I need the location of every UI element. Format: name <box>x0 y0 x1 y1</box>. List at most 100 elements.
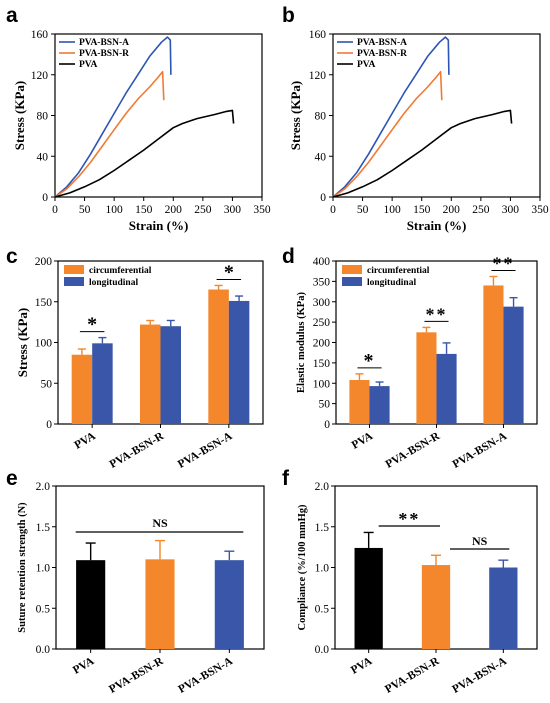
significance-mark: ** <box>398 509 420 529</box>
bar-circumferential <box>416 332 437 424</box>
significance-mark: NS <box>152 516 168 530</box>
x-tick-label: 200 <box>443 204 461 216</box>
y-tick-label: 200 <box>35 256 53 268</box>
legend-swatch <box>64 277 84 286</box>
y-axis-label: Compliance (%/100 mmHg) <box>297 504 308 630</box>
y-tick-label: 1.5 <box>36 522 51 534</box>
x-category-label: PVA <box>72 430 98 452</box>
y-axis-label: Suture retention strength (N) <box>17 502 28 633</box>
bar-longitudinal <box>436 353 457 424</box>
y-tick-label: 160 <box>31 29 49 41</box>
legend-label: longitudinal <box>367 278 416 288</box>
x-tick-label: 200 <box>165 204 183 216</box>
chart-d: 0 50 100 150 200 250 300 350 400 Elastic modulus … <box>296 253 538 471</box>
series-line-pva-bsn-a <box>54 36 172 198</box>
y-tick-label: 1.0 <box>315 563 330 575</box>
series-line-pva-bsn-r <box>54 70 165 198</box>
y-axis-label: Elastic modulus (KPa) <box>296 292 307 393</box>
y-tick-label: 0 <box>46 419 52 431</box>
x-category-label: PVA-BSN-A <box>176 430 235 471</box>
series-line-pva <box>332 109 513 198</box>
y-tick-label: 0 <box>320 192 326 204</box>
x-tick-label: 50 <box>79 204 91 216</box>
x-category-label: PVA-BSN-R <box>384 430 443 471</box>
bar-circumferential <box>349 379 370 424</box>
y-tick-label: 250 <box>313 317 331 329</box>
legend-label: longitudinal <box>89 278 138 288</box>
legend-label: PVA-BSN-A <box>79 38 129 48</box>
x-tick-label: 250 <box>472 204 490 216</box>
x-axis-label: Strain (%) <box>129 218 189 233</box>
y-tick-label: 400 <box>313 256 331 268</box>
y-tick-label: 100 <box>313 378 331 390</box>
y-tick-label: 0.5 <box>315 603 330 615</box>
panel-label-d: d <box>282 245 295 268</box>
y-tick-label: 0.0 <box>315 644 330 656</box>
chart-c: 0 50 100 150 200 Stress (KPa) PVA * PVA-BSN-R PVA… <box>15 256 264 471</box>
y-tick-label: 0.0 <box>36 644 51 656</box>
x-category-label: PVA-BSN-R <box>107 655 166 696</box>
y-tick-label: 350 <box>313 276 331 288</box>
bar-pva-bsn-a <box>489 567 518 649</box>
y-tick-label: 120 <box>31 70 49 82</box>
x-tick-label: 100 <box>384 204 402 216</box>
y-tick-label: 40 <box>315 151 327 163</box>
legend-swatch <box>342 277 362 286</box>
x-category-label: PVA-BSN-A <box>451 430 510 471</box>
y-tick-label: 0.5 <box>36 603 51 615</box>
panel-label-e: e <box>6 467 18 490</box>
bar-longitudinal <box>92 343 113 424</box>
y-axis-label: Stress (KPa) <box>15 308 30 377</box>
x-tick-label: 300 <box>224 204 242 216</box>
bar-circumferential <box>140 324 161 424</box>
series-line-pva-bsn-a <box>332 36 450 198</box>
x-tick-label: 100 <box>106 204 124 216</box>
y-tick-label: 150 <box>313 358 331 370</box>
y-axis-label: Stress (KPa) <box>12 81 27 150</box>
x-category-label: PVA <box>71 655 97 677</box>
legend-swatch <box>342 265 362 274</box>
legend-swatch <box>64 265 84 274</box>
x-category-label: PVA-BSN-R <box>108 430 167 471</box>
panel-label-a: a <box>6 4 18 27</box>
y-tick-label: 160 <box>309 29 327 41</box>
y-tick-label: 2.0 <box>315 481 330 493</box>
y-tick-label: 100 <box>35 338 53 350</box>
y-tick-label: 120 <box>309 70 327 82</box>
y-tick-label: 0 <box>324 419 330 431</box>
chart-f: 0.0 0.5 1.0 1.5 2.0 Compliance (%/100 mmHg) PV… <box>297 481 538 696</box>
bar-longitudinal <box>228 300 250 424</box>
x-category-label: PVA <box>350 430 376 452</box>
chart-b: 0 50 100 150 200 250 300 350 0 40 80 120 160 Strain (… <box>288 29 549 233</box>
x-tick-label: 0 <box>330 204 336 216</box>
x-category-label: PVA-BSN-A <box>450 655 509 696</box>
bar-longitudinal <box>503 306 524 424</box>
legend-label: PVA <box>79 60 97 70</box>
legend-label: PVA-BSN-A <box>357 38 407 48</box>
x-category-label: PVA-BSN-R <box>383 655 442 696</box>
y-tick-label: 50 <box>41 378 53 390</box>
bar-pva-bsn-r <box>421 565 451 649</box>
series-line-pva-bsn-r <box>332 70 443 198</box>
series-line-pva <box>54 109 235 198</box>
y-tick-label: 80 <box>37 111 49 123</box>
significance-mark: * <box>224 261 234 283</box>
significance-mark: * <box>87 314 97 336</box>
y-tick-label: 150 <box>35 297 53 309</box>
y-tick-label: 1.0 <box>36 563 51 575</box>
x-tick-label: 50 <box>357 204 369 216</box>
bar-pva-bsn-r <box>145 559 175 649</box>
bar-longitudinal <box>160 326 181 424</box>
y-tick-label: 300 <box>313 297 331 309</box>
y-tick-label: 200 <box>313 338 331 350</box>
x-category-label: PVA <box>349 655 375 677</box>
bar-pva <box>76 560 106 649</box>
y-tick-label: 40 <box>37 151 49 163</box>
legend-label: PVA-BSN-R <box>357 49 407 59</box>
bar-longitudinal <box>369 386 390 424</box>
legend-label: circumferential <box>367 266 430 276</box>
chart-e: 0.0 0.5 1.0 1.5 2.0 Suture retention strength… <box>17 481 265 696</box>
legend-label: PVA <box>357 60 375 70</box>
x-tick-label: 150 <box>135 204 153 216</box>
x-axis-label: Strain (%) <box>407 218 467 233</box>
